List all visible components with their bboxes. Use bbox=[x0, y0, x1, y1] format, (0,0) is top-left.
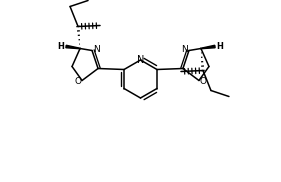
Text: O: O bbox=[74, 77, 81, 86]
Text: O: O bbox=[200, 77, 207, 86]
Text: N: N bbox=[137, 55, 144, 65]
Text: H: H bbox=[217, 42, 223, 51]
Text: N: N bbox=[93, 45, 99, 54]
Polygon shape bbox=[66, 45, 80, 49]
Polygon shape bbox=[201, 45, 215, 49]
Text: H: H bbox=[58, 42, 64, 51]
Text: N: N bbox=[182, 45, 188, 54]
